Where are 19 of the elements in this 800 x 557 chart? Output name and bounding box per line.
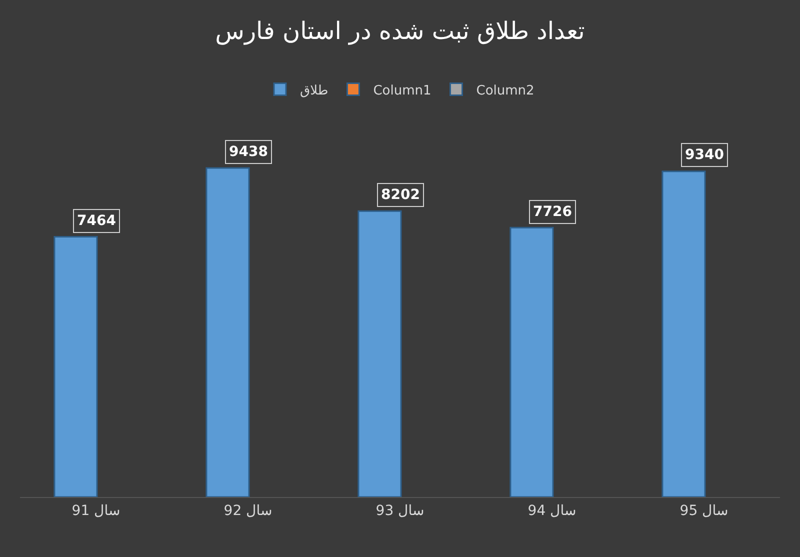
data-label: 7726 bbox=[533, 204, 572, 220]
bar bbox=[662, 170, 706, 497]
data-label: 9340 bbox=[685, 147, 724, 163]
bar bbox=[510, 226, 554, 497]
legend-label: Column1 bbox=[373, 83, 432, 98]
bar bbox=[54, 236, 98, 497]
legend-label: طلاق bbox=[300, 83, 328, 98]
bar bbox=[358, 210, 402, 497]
x-tick-label: سال 93 bbox=[376, 502, 424, 519]
x-tick-label: سال 95 bbox=[680, 502, 728, 519]
data-label: 7464 bbox=[77, 213, 116, 229]
legend-label: Column2 bbox=[476, 83, 534, 98]
x-tick-label: سال 91 bbox=[72, 502, 120, 519]
chart-title: تعداد طلاق ثبت شده در استان فارس bbox=[215, 17, 585, 46]
x-tick-label: سال 92 bbox=[224, 502, 272, 519]
bar bbox=[206, 167, 250, 497]
data-label: 9438 bbox=[229, 144, 268, 160]
data-label: 8202 bbox=[381, 187, 420, 203]
x-tick-label: سال 94 bbox=[528, 502, 576, 519]
